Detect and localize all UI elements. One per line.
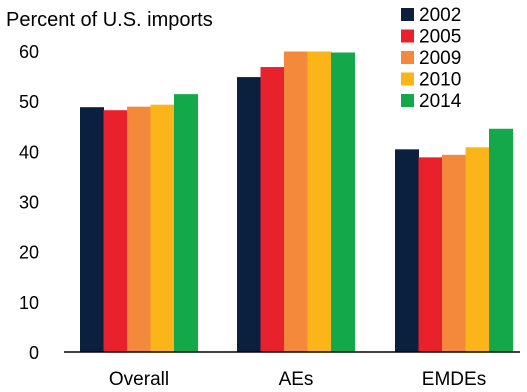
bar-2002-aes (237, 77, 261, 352)
x-tick-label: EMDEs (422, 369, 486, 390)
bar-2009-aes (284, 51, 308, 352)
bar-2005-aes (260, 67, 285, 352)
legend-label: 2010 (419, 70, 461, 91)
bar-2014-aes (331, 52, 355, 352)
y-tick-label: 40 (19, 142, 39, 162)
bar-2010-overall (150, 104, 175, 352)
y-tick-label: 50 (19, 92, 39, 112)
bar-2014-overall (174, 94, 198, 352)
legend-label: 2014 (419, 91, 462, 112)
bar-2009-overall (127, 106, 151, 352)
bar-2009-emdes (442, 154, 466, 352)
legend-label: 2009 (419, 48, 461, 69)
legend-swatch (401, 94, 414, 107)
x-axis-labels: Overall AEs EMDEs (109, 369, 486, 390)
bar-2014-emdes (489, 128, 513, 352)
legend-label: 2002 (419, 5, 461, 26)
bar-2005-emdes (418, 157, 443, 352)
bar-2005-overall (103, 110, 128, 353)
bar-2010-aes (307, 51, 332, 352)
legend-swatch (401, 8, 414, 21)
y-tick-label: 10 (19, 293, 39, 313)
y-axis-label: Percent of U.S. imports (6, 9, 213, 31)
legend-swatch (401, 29, 414, 43)
legend-swatch (401, 51, 414, 64)
bar-2010-emdes (465, 147, 490, 352)
y-tick-label: 20 (19, 243, 39, 263)
y-axis-ticks: 0 10 20 30 40 50 60 (19, 42, 39, 363)
bar-2002-emdes (395, 149, 419, 352)
legend-swatch (401, 72, 414, 86)
bar-2002-overall (80, 107, 104, 352)
x-tick-label: AEs (279, 369, 314, 390)
y-tick-label: 30 (19, 193, 39, 213)
bar-series (80, 51, 513, 353)
x-tick-label: Overall (109, 369, 169, 390)
legend-label: 2005 (419, 27, 461, 48)
y-tick-label: 0 (29, 343, 39, 363)
y-tick-label: 60 (19, 42, 39, 62)
